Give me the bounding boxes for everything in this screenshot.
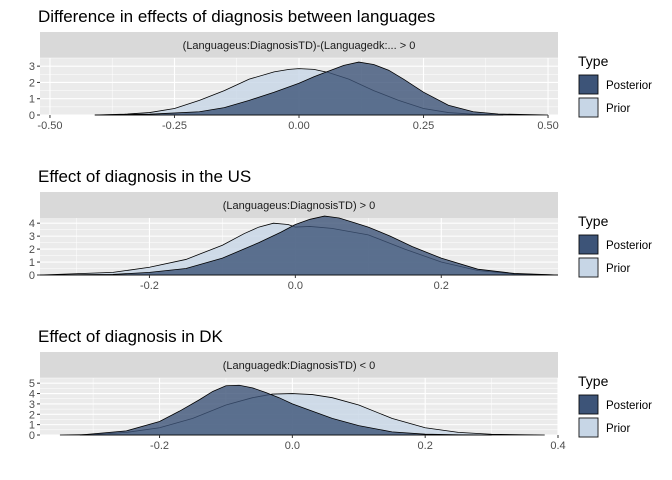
density-area-posterior [79,384,492,436]
legend-label: Posterior [606,80,652,92]
legend-title: Type [578,373,609,389]
y-tick-label: 1 [29,257,35,269]
y-tick-label: 0 [29,430,35,442]
x-tick-label: -0.50 [37,120,62,132]
y-tick-label: 3 [29,61,35,73]
chart-panel-1: Difference in effects of diagnosis betwe… [29,7,652,132]
y-tick-label: 0 [29,270,35,282]
y-tick-label: 3 [29,399,35,411]
legend: Type Posterior Prior [578,213,652,278]
density-area-posterior [94,61,549,116]
facet-label: (Languagedk:DiagnosisTD) < 0 [223,360,376,372]
legend-label: Prior [606,423,630,435]
legend-label: Posterior [606,240,652,252]
x-tick-label: 0.0 [285,440,300,452]
legend: Type Posterior Prior [578,53,652,118]
legend: Type Posterior Prior [578,373,652,438]
facet-strip [40,192,558,218]
legend-label: Posterior [606,400,652,412]
x-tick-label: 0.50 [537,120,558,132]
x-tick-label: 0.2 [434,280,449,292]
y-tick-label: 1 [29,94,35,106]
legend-key-prior [578,417,599,438]
legend-title: Type [578,53,609,69]
x-tick-label: 0.0 [288,280,303,292]
y-tick-label: 4 [29,218,35,230]
x-tick-label: -0.25 [162,120,187,132]
legend-key-prior [578,257,599,278]
x-tick-label: 0.00 [288,120,309,132]
x-tick-label: 0.4 [550,440,565,452]
chart-title: Difference in effects of diagnosis betwe… [38,7,435,26]
density-area-posterior [39,215,559,276]
y-tick-label: 5 [29,378,35,390]
legend-key-prior [578,97,599,118]
legend-key-posterior [578,394,599,415]
facet-strip [40,32,558,58]
facet-strip [40,352,558,378]
x-tick-label: 0.2 [418,440,433,452]
legend-label: Prior [606,103,630,115]
y-tick-label: 4 [29,389,35,401]
legend-title: Type [578,213,609,229]
legend-label: Prior [606,263,630,275]
legend-key-posterior [578,74,599,95]
chart-title: Effect of diagnosis in the US [38,167,251,186]
y-tick-label: 2 [29,244,35,256]
legend-key-posterior [578,234,599,255]
y-tick-label: 1 [29,420,35,432]
chart-title: Effect of diagnosis in DK [38,327,224,346]
y-tick-label: 2 [29,409,35,421]
y-tick-label: 0 [29,110,35,122]
y-tick-label: 3 [29,231,35,243]
x-tick-label: -0.2 [140,280,159,292]
y-tick-label: 2 [29,77,35,89]
chart-panel-3: Effect of diagnosis in DK (Languagedk:Dia… [29,327,652,452]
facet-label: (Languageus:DiagnosisTD) > 0 [223,200,376,212]
x-tick-label: 0.25 [413,120,434,132]
facet-label: (Languageus:DiagnosisTD)-(Languagedk:...… [183,40,416,52]
x-tick-label: -0.2 [150,440,169,452]
chart-panel-2: Effect of diagnosis in the US (Languageus… [29,167,652,292]
